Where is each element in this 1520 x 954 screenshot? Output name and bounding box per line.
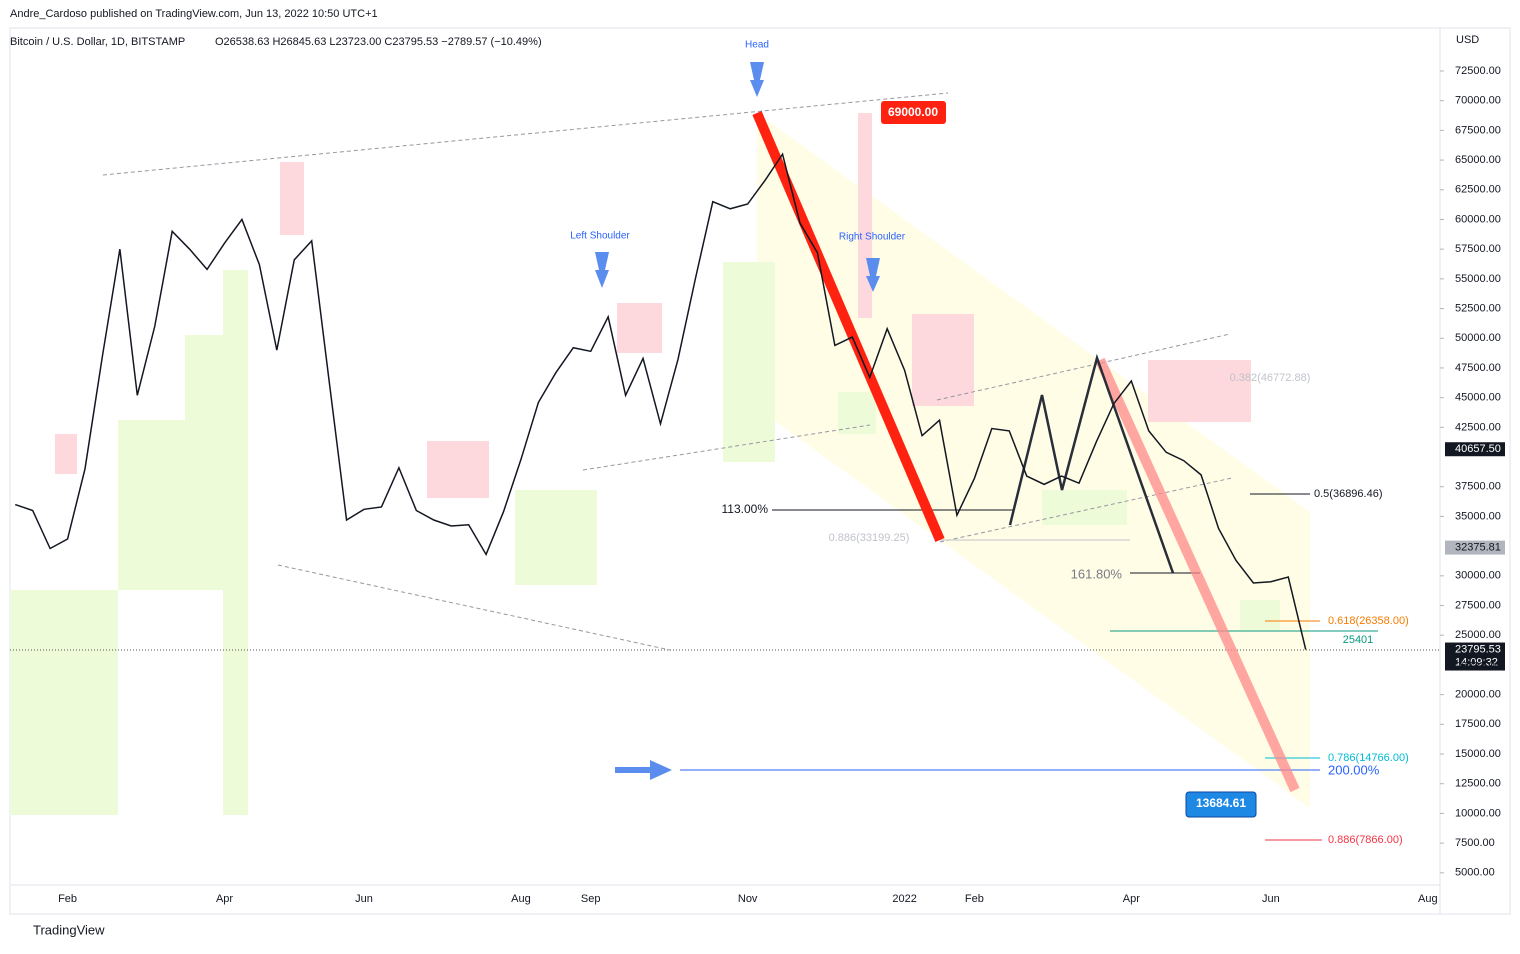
price-marker-label: 23723.00: [1455, 660, 1501, 672]
x-tick-label: Sep: [581, 893, 601, 905]
annotation: 0.886(7866.00): [1328, 834, 1403, 846]
y-tick-label: 15000.00: [1455, 748, 1501, 760]
y-tick-label: 72500.00: [1455, 65, 1501, 77]
countdown: 14:09:32: [1455, 656, 1498, 668]
annotation: 200.00%: [1328, 762, 1380, 777]
zone: [912, 314, 974, 406]
annotation: 0.382(46772.88): [1230, 372, 1311, 384]
arrow: [866, 258, 880, 292]
currency: USD: [1456, 34, 1479, 46]
zone: [838, 392, 876, 434]
price-marker: [1445, 642, 1505, 671]
y-tick-label: 50000.00: [1455, 332, 1501, 344]
x-tick-label: Nov: [738, 893, 758, 905]
annotation: 0.5(36896.46): [1314, 488, 1383, 500]
zone: [280, 162, 304, 235]
annotation: 161.80%: [1071, 566, 1123, 581]
zone: [223, 270, 248, 815]
y-tick-label: 30000.00: [1455, 570, 1501, 582]
y-tick-label: 12500.00: [1455, 778, 1501, 790]
annotation: 69000.00: [888, 105, 938, 119]
arrow: [615, 760, 672, 780]
y-tick-label: 45000.00: [1455, 392, 1501, 404]
annotation: Head: [745, 40, 769, 51]
annotation: 0.886(33199.25): [829, 532, 910, 544]
y-tick-label: 17500.00: [1455, 718, 1501, 730]
annotation: 0.786(14766.00): [1328, 752, 1409, 764]
annotation: 25401: [1343, 634, 1374, 646]
zone: [1148, 360, 1251, 422]
price-marker-label: 32375.81: [1455, 542, 1501, 554]
y-tick-label: 70000.00: [1455, 95, 1501, 107]
y-tick-label: 10000.00: [1455, 807, 1501, 819]
y-tick-label: 55000.00: [1455, 273, 1501, 285]
label-box: [881, 101, 946, 124]
price-marker-label: 23795.53: [1455, 643, 1501, 655]
y-tick-label: 35000.00: [1455, 510, 1501, 522]
y-tick-label: 37500.00: [1455, 481, 1501, 493]
price-marker-label: 40657.50: [1455, 443, 1501, 455]
price-marker: [1445, 540, 1505, 555]
zone: [1042, 490, 1127, 525]
annotation: Left Shoulder: [570, 231, 630, 242]
zone: [10, 590, 118, 815]
x-tick-label: Apr: [1123, 893, 1140, 905]
annotation: 0.618(26358.00): [1328, 615, 1409, 627]
zone: [118, 420, 185, 590]
x-tick-label: Feb: [58, 893, 77, 905]
x-tick-label: Aug: [1418, 893, 1438, 905]
zone: [617, 303, 662, 353]
channel: [757, 113, 1310, 808]
x-tick-label: Aug: [511, 893, 531, 905]
y-tick-label: 20000.00: [1455, 689, 1501, 701]
projection-line: [1095, 357, 1300, 793]
y-tick-label: 62500.00: [1455, 184, 1501, 196]
y-tick-label: 42500.00: [1455, 421, 1501, 433]
impulse-line: [752, 111, 945, 542]
x-tick-label: Feb: [965, 893, 984, 905]
y-tick-label: 52500.00: [1455, 302, 1501, 314]
label-box: [1185, 791, 1257, 818]
zone: [858, 113, 872, 318]
y-tick-label: 5000.00: [1455, 867, 1495, 879]
x-tick-label: 2022: [892, 893, 916, 905]
y-tick-label: 57500.00: [1455, 243, 1501, 255]
trend-line: [277, 564, 671, 651]
arrow: [750, 62, 764, 97]
zone: [723, 262, 775, 462]
y-tick-label: 67500.00: [1455, 124, 1501, 136]
y-tick-label: 25000.00: [1455, 629, 1501, 641]
footer: TradingView: [33, 922, 105, 937]
zone: [55, 434, 77, 474]
zone: [427, 441, 489, 498]
price-marker: [1445, 442, 1505, 457]
zigzag: [1008, 353, 1175, 574]
arrow: [595, 252, 609, 288]
frame: [9, 27, 1511, 915]
y-tick-label: 7500.00: [1455, 837, 1495, 849]
price-line: [14, 152, 1307, 650]
x-tick-label: Apr: [216, 893, 233, 905]
zone: [185, 335, 223, 590]
y-tick-label: 27500.00: [1455, 599, 1501, 611]
y-tick-label: 47500.00: [1455, 362, 1501, 374]
x-tick-label: Jun: [1262, 893, 1280, 905]
x-tick-label: Jun: [355, 893, 373, 905]
y-tick-label: 65000.00: [1455, 154, 1501, 166]
ohlc: O26538.63 H26845.63 L23723.00 C23795.53 …: [215, 36, 542, 48]
zone: [515, 490, 597, 585]
y-tick-label: 60000.00: [1455, 213, 1501, 225]
trend-line: [939, 477, 1233, 543]
trend-line: [936, 333, 1231, 401]
byline: Andre_Cardoso published on TradingView.c…: [10, 8, 378, 20]
chart-title: Bitcoin / U.S. Dollar, 1D, BITSTAMP: [10, 36, 185, 48]
trend-line: [102, 92, 949, 176]
zone: [1240, 600, 1280, 630]
annotation: 113.00%: [722, 502, 769, 516]
annotation: Right Shoulder: [839, 232, 906, 243]
annotation: 13684.61: [1196, 796, 1246, 810]
